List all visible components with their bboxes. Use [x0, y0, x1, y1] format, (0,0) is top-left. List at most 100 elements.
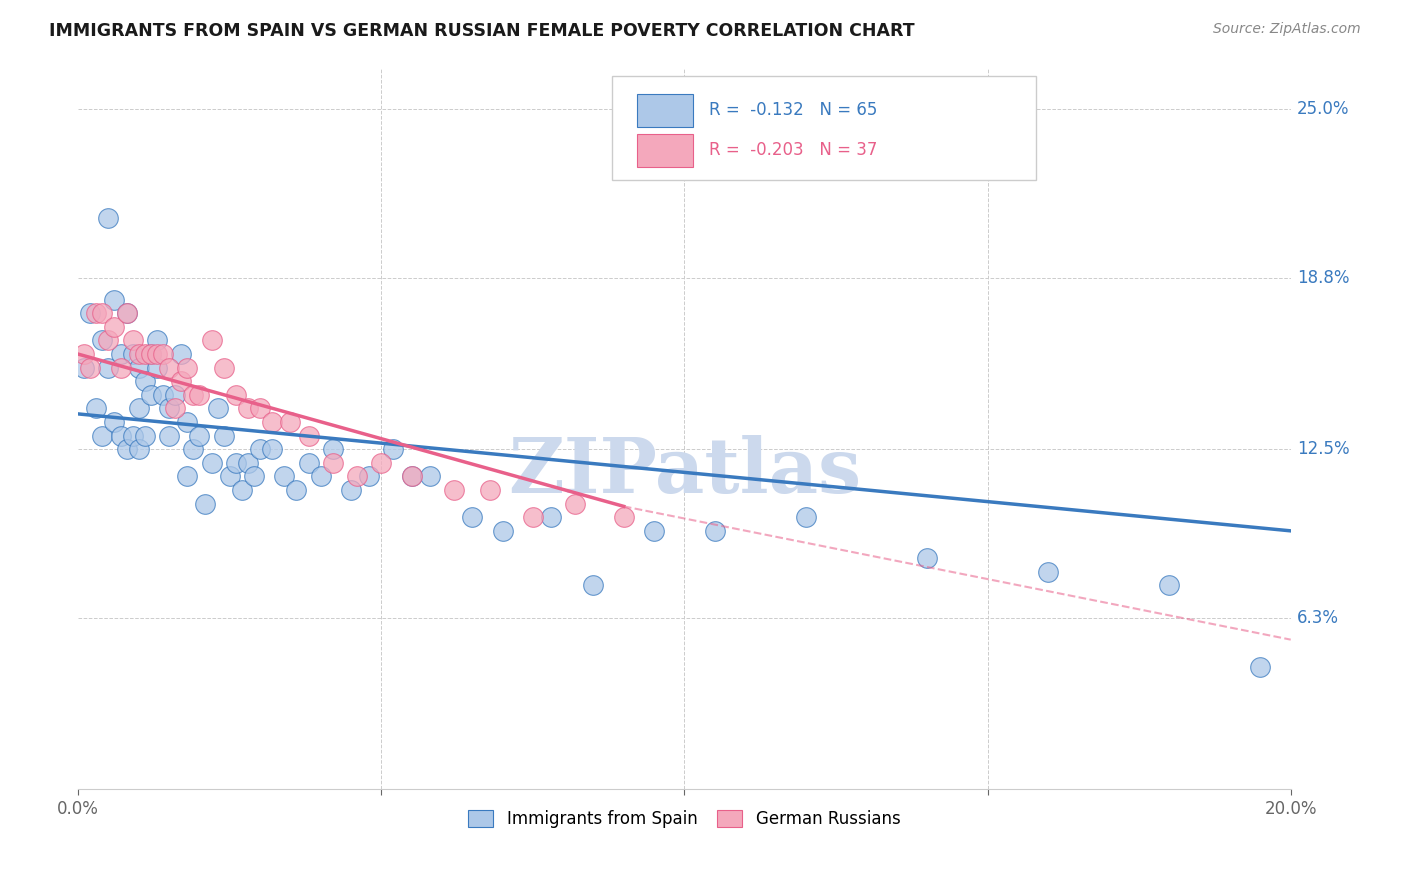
Point	[181, 442, 204, 457]
Point	[91, 334, 114, 348]
Point	[273, 469, 295, 483]
Point	[188, 428, 211, 442]
FancyBboxPatch shape	[612, 76, 1036, 180]
Point	[128, 401, 150, 416]
Point	[91, 428, 114, 442]
Point	[225, 388, 247, 402]
Point	[443, 483, 465, 497]
Point	[322, 456, 344, 470]
Point	[79, 306, 101, 320]
Point	[285, 483, 308, 497]
Point	[582, 578, 605, 592]
Point	[225, 456, 247, 470]
Point	[84, 401, 107, 416]
Point	[1038, 565, 1060, 579]
Point	[794, 510, 817, 524]
Point	[103, 319, 125, 334]
Point	[176, 360, 198, 375]
Text: R =  -0.203   N = 37: R = -0.203 N = 37	[709, 141, 877, 159]
Point	[262, 442, 284, 457]
Point	[236, 401, 259, 416]
Point	[110, 428, 132, 442]
Point	[346, 469, 368, 483]
Point	[243, 469, 266, 483]
Point	[176, 415, 198, 429]
Point	[401, 469, 423, 483]
Point	[419, 469, 441, 483]
Text: R =  -0.132   N = 65: R = -0.132 N = 65	[709, 101, 877, 119]
Point	[212, 428, 235, 442]
Text: ZIPatlas: ZIPatlas	[508, 435, 860, 509]
Point	[146, 347, 169, 361]
Point	[97, 211, 120, 226]
Point	[139, 347, 162, 361]
Point	[121, 428, 143, 442]
Point	[236, 456, 259, 470]
Text: 18.8%: 18.8%	[1296, 268, 1350, 287]
Point	[322, 442, 344, 457]
Point	[139, 388, 162, 402]
Text: IMMIGRANTS FROM SPAIN VS GERMAN RUSSIAN FEMALE POVERTY CORRELATION CHART: IMMIGRANTS FROM SPAIN VS GERMAN RUSSIAN …	[49, 22, 915, 40]
Point	[121, 334, 143, 348]
Point	[401, 469, 423, 483]
Point	[370, 456, 392, 470]
Point	[157, 360, 180, 375]
Point	[262, 415, 284, 429]
Point	[207, 401, 229, 416]
FancyBboxPatch shape	[637, 94, 693, 127]
Text: Source: ZipAtlas.com: Source: ZipAtlas.com	[1213, 22, 1361, 37]
Point	[73, 347, 96, 361]
Point	[97, 360, 120, 375]
Point	[121, 347, 143, 361]
Point	[152, 347, 174, 361]
Point	[278, 415, 301, 429]
Text: 6.3%: 6.3%	[1296, 609, 1339, 627]
Point	[84, 306, 107, 320]
Point	[165, 401, 187, 416]
Point	[103, 293, 125, 307]
Point	[139, 347, 162, 361]
Point	[522, 510, 544, 524]
Point	[231, 483, 253, 497]
Point	[110, 347, 132, 361]
Point	[540, 510, 562, 524]
Point	[218, 469, 240, 483]
Point	[97, 334, 120, 348]
Point	[91, 306, 114, 320]
Point	[249, 442, 271, 457]
Point	[103, 415, 125, 429]
Point	[146, 360, 169, 375]
Point	[703, 524, 725, 538]
Point	[1159, 578, 1181, 592]
Point	[157, 401, 180, 416]
Point	[170, 347, 193, 361]
Point	[146, 334, 169, 348]
Point	[157, 428, 180, 442]
Point	[110, 360, 132, 375]
Point	[165, 388, 187, 402]
Point	[79, 360, 101, 375]
Point	[128, 360, 150, 375]
Point	[134, 374, 156, 388]
Point	[309, 469, 332, 483]
Point	[915, 551, 938, 566]
Point	[115, 306, 138, 320]
Point	[134, 428, 156, 442]
Text: 12.5%: 12.5%	[1296, 441, 1350, 458]
Point	[1249, 660, 1271, 674]
Point	[170, 374, 193, 388]
Legend: Immigrants from Spain, German Russians: Immigrants from Spain, German Russians	[461, 804, 907, 835]
Point	[382, 442, 405, 457]
Text: 25.0%: 25.0%	[1296, 100, 1350, 119]
Point	[115, 442, 138, 457]
Point	[297, 456, 319, 470]
Point	[479, 483, 502, 497]
Point	[200, 334, 222, 348]
Point	[297, 428, 319, 442]
Point	[73, 360, 96, 375]
Point	[564, 497, 586, 511]
Point	[128, 442, 150, 457]
Point	[491, 524, 513, 538]
Point	[212, 360, 235, 375]
Point	[181, 388, 204, 402]
